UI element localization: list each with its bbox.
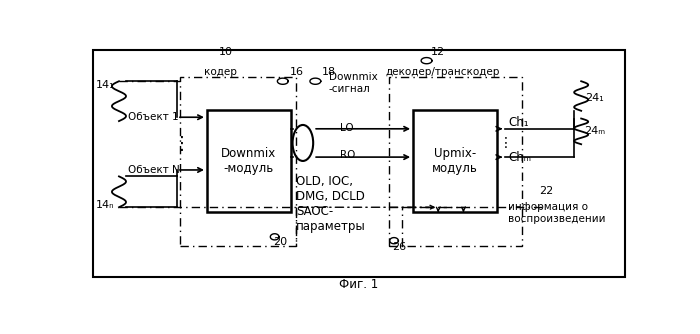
Text: Upmix-
модуль: Upmix- модуль: [432, 147, 478, 175]
Bar: [93, 50, 624, 277]
Bar: [207, 110, 291, 212]
Bar: [180, 77, 296, 246]
Text: LO: LO: [340, 123, 354, 133]
Bar: [413, 110, 497, 212]
Text: Объект N: Объект N: [128, 165, 180, 175]
Text: ⋮: ⋮: [498, 136, 512, 150]
Text: Фиг. 1: Фиг. 1: [339, 278, 379, 291]
Text: информация о
воспроизведении: информация о воспроизведении: [508, 202, 606, 224]
Text: 10: 10: [219, 47, 233, 57]
Text: декодер/транскодер: декодер/транскодер: [386, 67, 500, 77]
Text: 14ₙ: 14ₙ: [96, 200, 115, 210]
Text: 20: 20: [273, 237, 287, 247]
Bar: [389, 77, 522, 246]
Text: 22: 22: [539, 185, 553, 195]
Text: кодер: кодер: [204, 67, 237, 77]
Text: OLD, IOC,
DMG, DCLD
SAOC-
параметры: OLD, IOC, DMG, DCLD SAOC- параметры: [296, 175, 366, 233]
Text: Downmix
-модуль: Downmix -модуль: [221, 147, 276, 175]
Text: 24₁: 24₁: [585, 93, 604, 103]
Text: Объект 1: Объект 1: [128, 112, 178, 122]
Text: 12: 12: [430, 47, 444, 57]
Text: 16: 16: [289, 67, 303, 77]
Text: Chₘ: Chₘ: [508, 151, 531, 164]
Text: Downmix
-сигнал: Downmix -сигнал: [329, 72, 378, 94]
Text: RO: RO: [340, 150, 355, 160]
Text: Ch₁: Ch₁: [508, 116, 528, 129]
Text: 18: 18: [322, 67, 336, 77]
Text: 24ₘ: 24ₘ: [584, 126, 606, 136]
Text: ⋮: ⋮: [174, 135, 191, 153]
Text: 14₁: 14₁: [96, 80, 115, 90]
Text: 26: 26: [393, 242, 407, 252]
